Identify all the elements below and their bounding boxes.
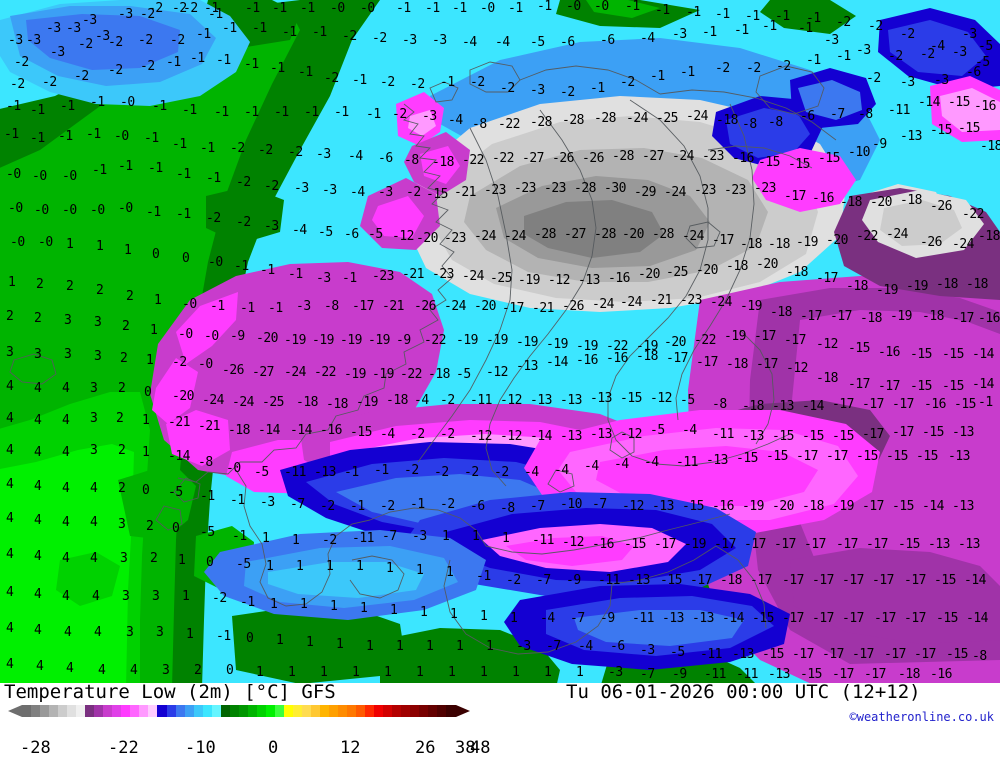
colorbar-swatch — [121, 705, 131, 717]
colorbar-swatch — [374, 705, 384, 717]
colorbar-swatch — [103, 705, 113, 717]
colorbar-swatch — [31, 705, 41, 717]
colorbar-tick-label: -28 — [20, 738, 51, 758]
colorbar-swatch — [58, 705, 68, 717]
colorbar-tick-label: 26 — [415, 738, 436, 758]
colorbar-swatch — [410, 705, 420, 717]
colorbar-swatch — [22, 705, 32, 717]
colorbar-tick-label: -10 — [185, 738, 216, 758]
colorbar-swatch — [383, 705, 393, 717]
map-canvas — [0, 0, 1000, 683]
temperature-map[interactable]: -3 -3 -3 -3 -2 -2 -1 -3 -3 -3 -2 -2 -1 -1 -1 -1 -0 -0 -1 -1… — [0, 0, 1000, 683]
colorbar-swatch — [139, 705, 149, 717]
colorbar-swatch — [211, 705, 221, 717]
colorbar-swatch — [283, 705, 293, 717]
colorbar-swatch — [419, 705, 429, 717]
colorbar-swatch — [229, 705, 239, 717]
colorbar-left-arrow — [8, 705, 22, 717]
colorbar-swatch — [256, 705, 266, 717]
run-datetime: Tu 06-01-2026 00:00 UTC (12+12) — [566, 681, 921, 703]
colorbar-swatch — [265, 705, 275, 717]
map-footer: Temperature Low (2m) [°C] GFS Tu 06-01-2… — [0, 681, 1000, 757]
colorbar-tick-label: 12 — [340, 738, 361, 758]
colorbar-right-arrow — [456, 705, 470, 717]
colorbar-swatch — [157, 705, 167, 717]
colorbar-swatch — [130, 705, 140, 717]
colorbar-swatch — [292, 705, 302, 717]
colorbar-swatch — [85, 705, 95, 717]
legend-title: Temperature Low (2m) [°C] GFS — [4, 681, 336, 703]
colorbar-tick-label: -22 — [108, 738, 139, 758]
colorbar-swatches[interactable] — [22, 705, 456, 717]
colorbar-swatch — [446, 705, 456, 717]
colorbar-swatch — [238, 705, 248, 717]
colorbar-swatch — [320, 705, 330, 717]
colorbar-swatch — [166, 705, 176, 717]
copyright-notice: ©weatheronline.co.uk — [849, 710, 995, 724]
colorbar-swatch — [311, 705, 321, 717]
colorbar-swatch — [347, 705, 357, 717]
colorbar-swatch — [338, 705, 348, 717]
colorbar-swatch — [247, 705, 257, 717]
colorbar-swatch — [193, 705, 203, 717]
colorbar-tick-label: 48 — [470, 738, 491, 758]
colorbar-swatch — [437, 705, 447, 717]
colorbar-swatch — [94, 705, 104, 717]
colorbar-swatch — [67, 705, 77, 717]
colorbar-swatch — [175, 705, 185, 717]
colorbar-swatch — [49, 705, 59, 717]
colorbar-swatch — [148, 705, 158, 717]
colorbar-swatch — [184, 705, 194, 717]
colorbar-swatch — [329, 705, 339, 717]
colorbar-swatch — [112, 705, 122, 717]
colorbar-swatch — [401, 705, 411, 717]
colorbar-swatch — [40, 705, 50, 717]
colorbar-swatch — [356, 705, 366, 717]
colorbar[interactable]: -28 -22 -10 0 12 26 38 48 — [0, 705, 490, 757]
colorbar-swatch — [301, 705, 311, 717]
colorbar-swatch — [220, 705, 230, 717]
colorbar-swatch — [202, 705, 212, 717]
colorbar-tick-labels: -28 -22 -10 0 12 26 38 48 — [0, 738, 490, 758]
colorbar-swatch — [392, 705, 402, 717]
colorbar-tick-label: 0 — [268, 738, 279, 758]
colorbar-swatch — [274, 705, 284, 717]
colorbar-swatch — [428, 705, 438, 717]
colorbar-swatch — [76, 705, 86, 717]
colorbar-swatch — [365, 705, 375, 717]
